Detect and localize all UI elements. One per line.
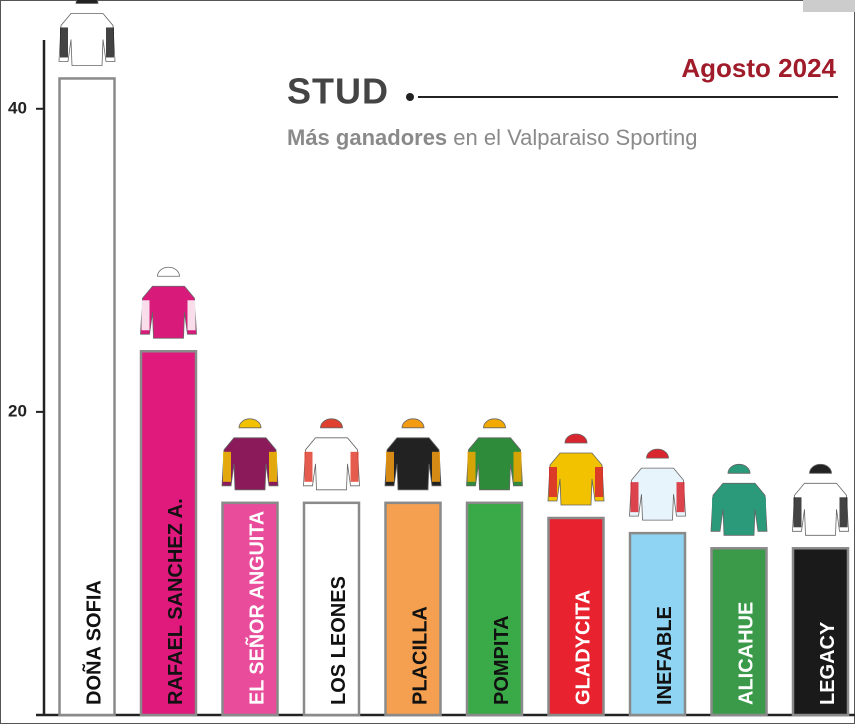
silk-trim (677, 482, 685, 512)
silk-trim (269, 452, 277, 482)
bar-label: GLADYCITA (572, 590, 594, 705)
silk-trim (794, 497, 802, 527)
silk-trim (514, 452, 522, 482)
y-tick-label: 40 (8, 98, 27, 117)
bar-label: EL SEÑOR ANGUITA (245, 511, 268, 705)
date-label: Agosto 2024 (681, 53, 836, 83)
silk-trim (60, 27, 68, 57)
silk-trim (432, 452, 440, 482)
chart: STUD Agosto 2024 Más ganadores en el Val… (0, 0, 855, 724)
silk-trim (386, 452, 394, 482)
subtitle-rest: en el Valparaiso Sporting (453, 125, 697, 150)
silk-trim (106, 27, 114, 57)
silk-trim (305, 452, 313, 482)
subtitle: Más ganadores en el Valparaiso Sporting (287, 125, 698, 150)
silk-trim (188, 300, 196, 330)
silk-trim (712, 497, 720, 527)
bar-label: DOÑA SOFIA (82, 580, 105, 705)
silk-trim (595, 467, 603, 497)
y-tick-label: 20 (8, 401, 27, 420)
silk-trim (142, 300, 150, 330)
silk-trim (631, 482, 639, 512)
bar-label: ALICAHUE (735, 602, 757, 705)
bar-label: POMPITA (491, 615, 513, 705)
bar-label: PLACILLA (409, 606, 431, 705)
silk-cap (76, 0, 98, 3)
silk-trim (351, 452, 359, 482)
subtitle-bold: Más ganadores (287, 125, 447, 150)
silk-trim (468, 452, 476, 482)
bar-label: RAFAEL SANCHEZ A. (165, 498, 187, 705)
silk-trim (758, 497, 766, 527)
chart-title: STUD (287, 71, 389, 112)
silk-trim (223, 452, 231, 482)
bar-label: INEFABLE (654, 606, 676, 705)
bar-label: LEGACY (817, 621, 839, 705)
bar-label: LOS LEONES (328, 576, 350, 705)
corner-tab (803, 0, 855, 12)
silk-trim (549, 467, 557, 497)
title-dot (406, 93, 414, 101)
silk-trim (840, 497, 848, 527)
